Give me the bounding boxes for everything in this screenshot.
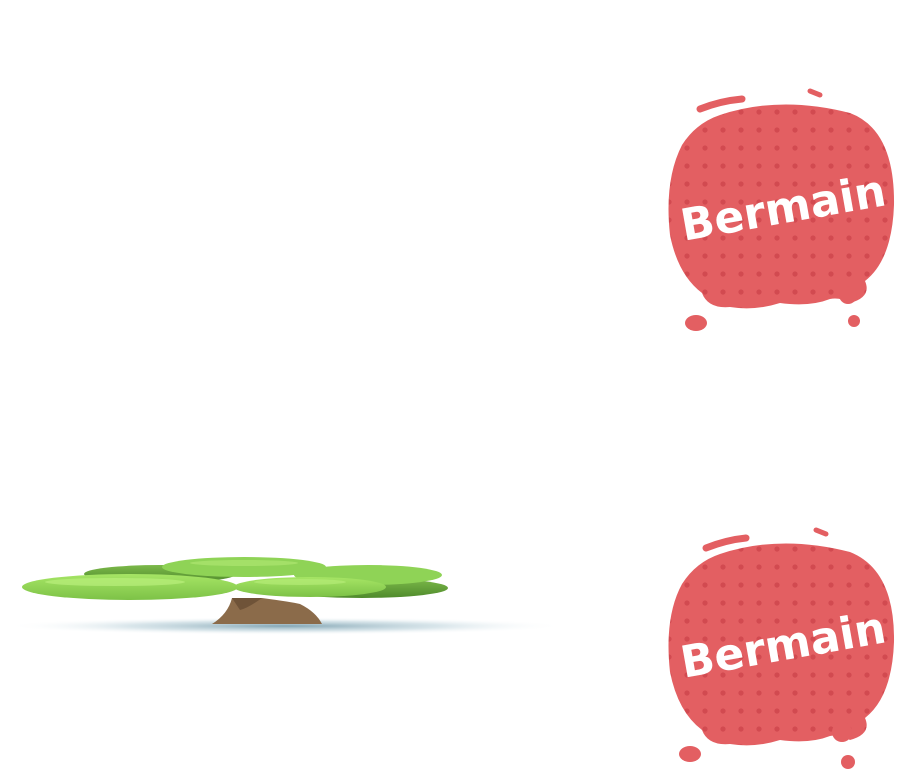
paint-blob-icon bbox=[668, 527, 895, 769]
tree-scene bbox=[5, 557, 565, 635]
tree-icon bbox=[22, 557, 448, 624]
leaf-cluster bbox=[22, 574, 238, 600]
play-button[interactable]: Bermain bbox=[660, 522, 900, 772]
paint-blob-icon bbox=[668, 88, 895, 331]
tree-trunk bbox=[212, 598, 322, 624]
ground-shadow bbox=[5, 617, 565, 635]
play-button[interactable]: Bermain bbox=[660, 85, 900, 335]
